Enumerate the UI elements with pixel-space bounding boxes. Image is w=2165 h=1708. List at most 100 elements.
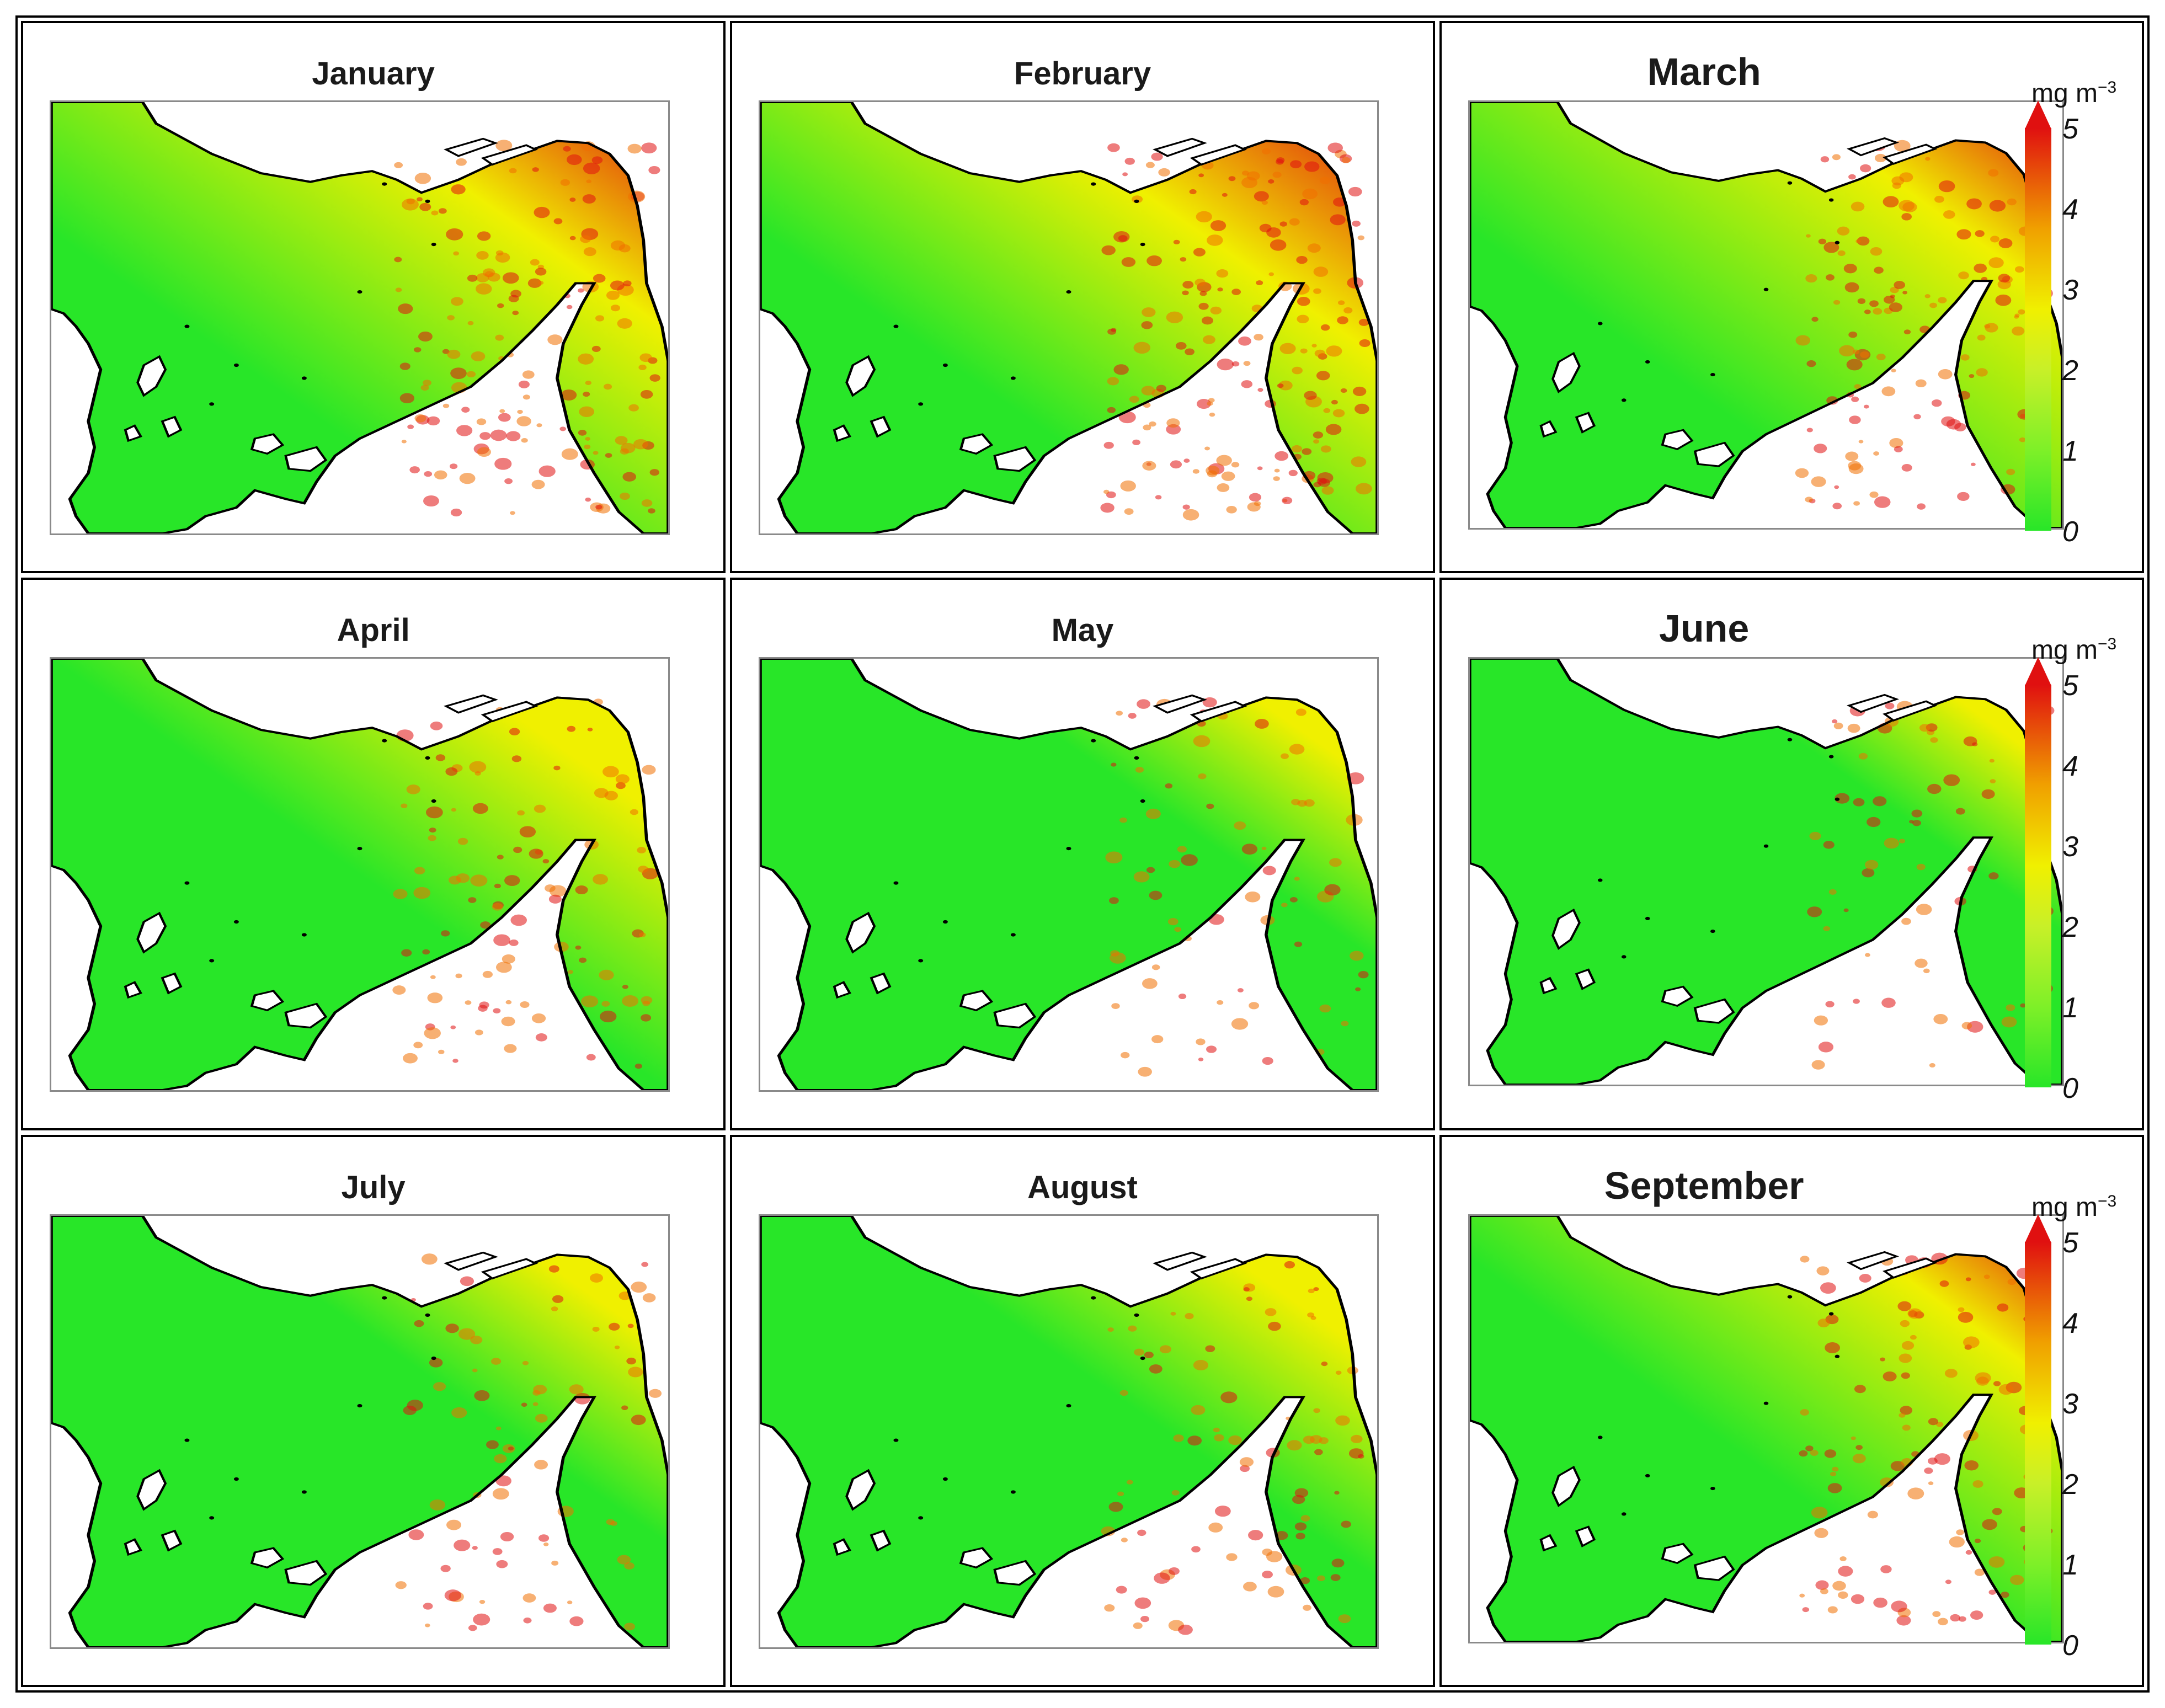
chlorophyll-patch: [1837, 1566, 1853, 1577]
chlorophyll-patch: [1242, 170, 1250, 176]
chlorophyll-patch: [649, 1389, 662, 1398]
chlorophyll-patch: [2014, 266, 2024, 273]
panel-title: August: [1027, 1169, 1138, 1205]
chlorophyll-patch: [1975, 1372, 1991, 1384]
chlorophyll-patch: [1304, 161, 1320, 172]
colorbar-tick: 3: [2062, 1387, 2078, 1420]
island: [250, 990, 285, 1012]
chlorophyll-patch: [492, 903, 503, 911]
chlorophyll-patch: [628, 404, 639, 412]
chlorophyll-patch: [522, 1360, 529, 1365]
chlorophyll-patch: [1299, 199, 1309, 206]
chlorophyll-patch: [610, 240, 626, 251]
chlorophyll-patch: [1171, 1490, 1180, 1496]
chlorophyll-patch: [1859, 1273, 1871, 1283]
islet: [431, 1356, 436, 1360]
chlorophyll-patch: [1806, 428, 1813, 433]
chlorophyll-patch: [1296, 708, 1307, 716]
island: [1551, 909, 1581, 951]
chlorophyll-patch: [1133, 341, 1151, 354]
chlorophyll-patch: [1352, 220, 1361, 227]
chlorophyll-patch: [1981, 1519, 1997, 1530]
map-svg: [760, 1215, 1378, 1647]
chlorophyll-patch: [1120, 480, 1137, 492]
chlorophyll-patch: [1970, 1610, 1983, 1620]
islet: [1011, 933, 1016, 937]
chlorophyll-patch: [1931, 399, 1942, 407]
chlorophyll-patch: [1179, 994, 1187, 1000]
chlorophyll-patch: [1851, 396, 1859, 402]
colorbar-tick: 1: [2062, 1549, 2078, 1581]
colorbar-gradient: [2025, 1241, 2051, 1645]
chlorophyll-patch: [1311, 344, 1318, 348]
island: [481, 1258, 538, 1279]
chlorophyll-patch: [1800, 1255, 1810, 1263]
chlorophyll-patch: [459, 473, 476, 484]
chlorophyll-patch: [593, 874, 608, 885]
chlorophyll-patch: [1341, 388, 1347, 393]
chlorophyll-patch: [505, 1000, 512, 1005]
chlorophyll-patch: [1828, 889, 1837, 895]
islet: [943, 1477, 948, 1481]
chlorophyll-patch: [569, 236, 576, 241]
chlorophyll-patch: [1988, 1589, 1996, 1595]
colorbar: mg m−3 0 1 2 3 4 5: [2009, 635, 2120, 1109]
island: [1153, 1251, 1208, 1271]
chlorophyll-patch: [493, 934, 510, 947]
chlorophyll-patch: [499, 409, 505, 413]
chlorophyll-patch: [1816, 1266, 1830, 1275]
chlorophyll-patch: [1313, 439, 1320, 444]
chlorophyll-patch: [615, 774, 630, 784]
chlorophyll-patch: [534, 206, 550, 218]
chlorophyll-patch: [1101, 245, 1116, 255]
chlorophyll-patch: [1119, 818, 1128, 823]
chlorophyll-patch: [1939, 1280, 1949, 1287]
islet: [1645, 1474, 1650, 1477]
chlorophyll-patch: [1331, 399, 1339, 405]
chlorophyll-patch: [1210, 306, 1222, 315]
chlorophyll-patch: [1107, 407, 1116, 413]
islet: [918, 959, 924, 963]
island: [833, 424, 852, 442]
islet: [1597, 878, 1603, 882]
chlorophyll-patch: [1226, 1553, 1238, 1561]
chlorophyll-patch: [472, 1368, 478, 1373]
chlorophyll-patch: [1181, 854, 1198, 867]
chlorophyll-patch: [585, 381, 591, 385]
chlorophyll-patch: [409, 466, 420, 474]
chlorophyll-patch: [399, 393, 415, 404]
chlorophyll-patch: [591, 156, 603, 164]
chlorophyll-patch: [1241, 380, 1253, 388]
chlorophyll-patch: [593, 451, 599, 455]
chlorophyll-patch: [1151, 152, 1164, 161]
chlorophyll-patch: [587, 728, 593, 732]
chlorophyll-patch: [479, 1001, 489, 1009]
islet: [1066, 290, 1071, 294]
islet: [1787, 738, 1792, 742]
island: [1190, 1258, 1247, 1279]
chlorophyll-patch: [535, 1413, 548, 1423]
chlorophyll-patch: [1169, 1567, 1180, 1575]
island: [1846, 137, 1899, 157]
chlorophyll-patch: [1203, 335, 1216, 344]
chlorophyll-patch: [1852, 999, 1860, 1004]
chlorophyll-patch: [1998, 274, 2010, 282]
colorbar-tick: 5: [2062, 1226, 2078, 1259]
chlorophyll-patch: [1848, 415, 1861, 424]
chlorophyll-patch: [447, 349, 461, 359]
island: [136, 912, 167, 954]
chlorophyll-patch: [1910, 1335, 1917, 1340]
chlorophyll-patch: [649, 469, 660, 476]
chlorophyll-patch: [1359, 339, 1371, 348]
island: [1693, 998, 1735, 1024]
chlorophyll-map: [50, 100, 670, 535]
chlorophyll-patch: [606, 290, 620, 300]
colorbar-tick: 4: [2062, 750, 2078, 783]
chlorophyll-patch: [1987, 169, 1998, 177]
chlorophyll-patch: [479, 432, 491, 440]
chlorophyll-patch: [543, 1603, 557, 1613]
coastline: [760, 102, 1378, 533]
chlorophyll-patch: [538, 1534, 550, 1542]
islet: [301, 1490, 307, 1494]
chlorophyll-patch: [1133, 871, 1150, 883]
